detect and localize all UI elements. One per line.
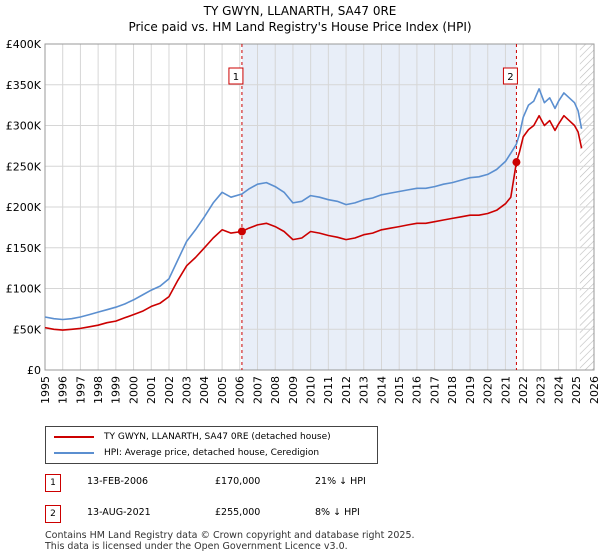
transaction-number: 2 [45,505,61,523]
x-tick-label: 2022 [517,376,530,404]
x-tick-label: 1997 [74,376,87,404]
footer-copyright: Contains HM Land Registry data © Crown c… [45,530,415,541]
legend-label-hpi: HPI: Average price, detached house, Cere… [104,448,320,458]
plot-frame [44,43,595,371]
x-tick-label: 2015 [393,376,406,404]
x-tick-label: 2012 [340,376,353,404]
transaction-price: £255,000 [215,507,261,518]
y-tick-label: £150K [6,242,42,255]
series-line-property [44,114,583,331]
x-tick-label: 2008 [269,376,282,404]
legend-swatch-property [54,436,94,438]
series-line-hpi [44,88,583,321]
y-tick-label: £0 [27,364,41,377]
transaction-badge-label: 2 [507,72,513,83]
x-tick-label: 2003 [181,376,194,404]
x-tick-label: 2021 [499,376,512,404]
x-tick-label: 2024 [552,376,565,404]
y-tick-label: £250K [6,160,42,173]
transaction-badge [502,67,518,85]
x-tick-label: 2001 [145,376,158,404]
x-tick-label: 2010 [304,376,317,404]
x-tick-label: 1998 [92,376,105,404]
x-tick-label: 1996 [57,376,70,404]
legend-label-property: TY GWYN, LLANARTH, SA47 0RE (detached ho… [104,432,331,442]
y-tick-label: £50K [13,323,42,336]
y-tick-label: £350K [6,79,42,92]
transaction-price: £170,000 [215,476,261,487]
x-tick-label: 2005 [216,376,229,404]
x-tick-label: 2006 [234,376,247,404]
legend-swatch-hpi [54,452,94,454]
chart-title: TY GWYN, LLANARTH, SA47 0RE [203,4,397,18]
x-tick-label: 2026 [588,376,600,404]
transaction-number: 1 [45,474,61,492]
x-tick-label: 2007 [251,376,264,404]
x-tick-label: 2019 [464,376,477,404]
x-tick-label: 2025 [570,376,583,404]
legend: TY GWYN, LLANARTH, SA47 0RE (detached ho… [45,426,378,464]
x-tick-label: 2002 [163,376,176,404]
x-tick-label: 2000 [127,376,140,404]
x-tick-label: 2016 [411,376,424,404]
x-tick-label: 1995 [39,376,52,404]
y-tick-label: £400K [6,38,42,51]
transaction-point [512,158,521,167]
transaction-hpi-diff: 21% ↓ HPI [315,476,366,487]
transaction-date: 13-AUG-2021 [87,507,151,518]
transaction-hpi-diff: 8% ↓ HPI [315,507,360,518]
y-tick-label: £200K [6,201,42,214]
transaction-date: 13-FEB-2006 [87,476,149,487]
transaction-badge-label: 1 [233,72,239,83]
x-tick-label: 2017 [428,376,441,404]
x-tick-label: 2009 [287,376,300,404]
price-chart: £0 £50K £100K £150K £200K £250K £300K £350K £400… [6,38,600,404]
x-tick-label: 2013 [358,376,371,404]
x-tick-label: 2018 [446,376,459,404]
y-tick-label: £100K [6,283,42,296]
chart-subtitle: Price paid vs. HM Land Registry's House … [128,20,472,34]
transaction-point [237,227,246,236]
transaction-badge [228,67,244,85]
x-tick-label: 2020 [482,376,495,404]
footer-licence: This data is licensed under the Open Gov… [45,541,348,552]
x-tick-label: 2014 [375,376,388,404]
x-tick-label: 1999 [110,376,123,404]
x-tick-label: 2011 [322,376,335,404]
x-tick-label: 2004 [198,376,211,404]
x-tick-label: 2023 [535,376,548,404]
y-tick-label: £300K [6,120,42,133]
